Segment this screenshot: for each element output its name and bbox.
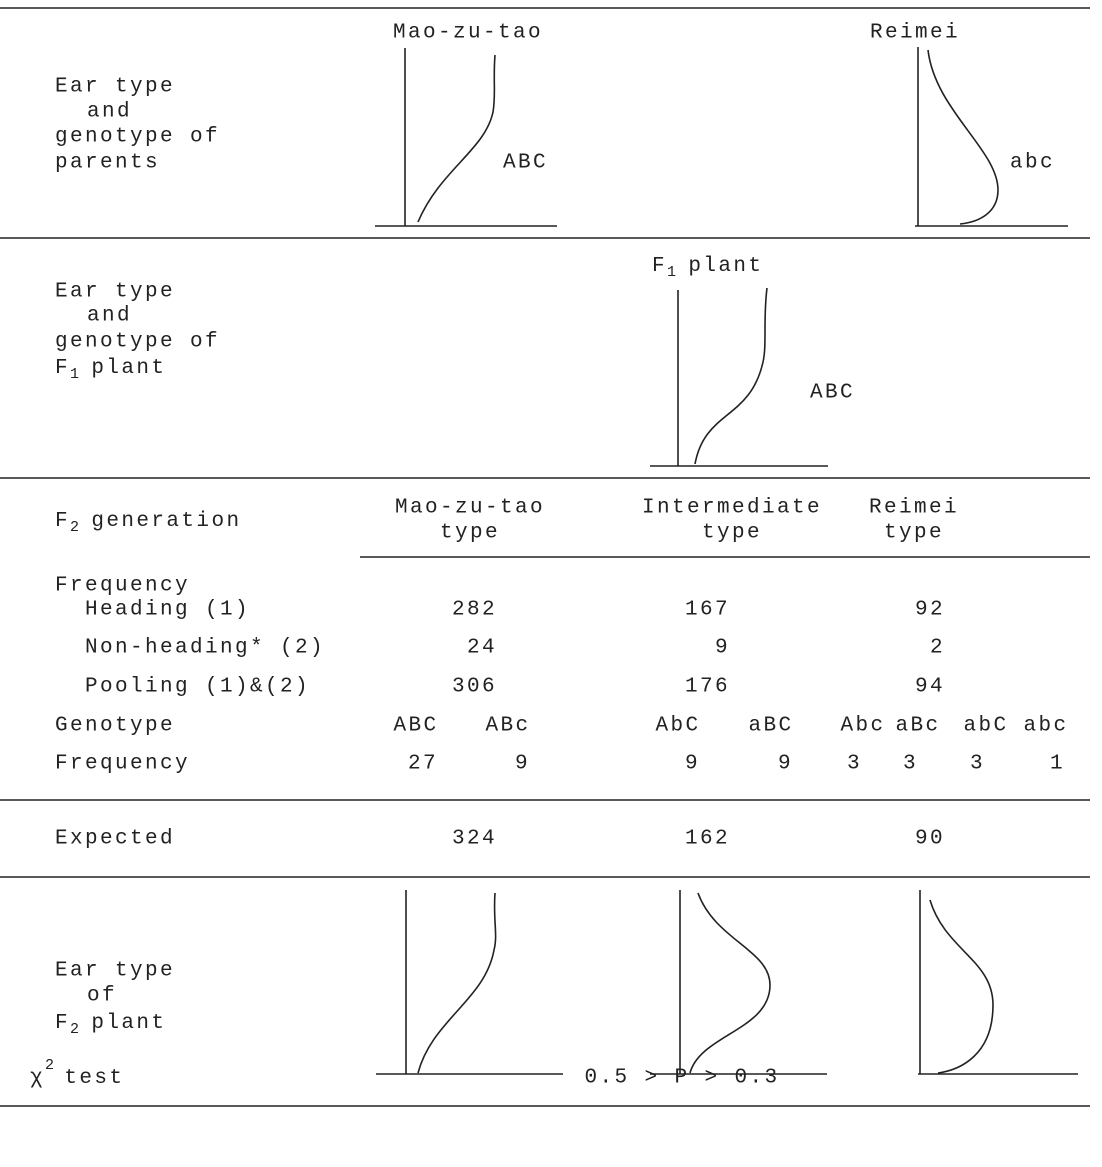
- row-label: F2 generation: [55, 510, 241, 536]
- genotype: abC: [963, 715, 1008, 738]
- cell-value: 27: [408, 753, 438, 776]
- text: χ: [30, 1067, 45, 1090]
- superscript: 2: [45, 1057, 56, 1074]
- column-header: Mao-zu-tao: [395, 497, 545, 520]
- row-label: of: [87, 985, 117, 1008]
- column-header: type: [440, 522, 500, 545]
- row-label: Frequency: [55, 575, 190, 598]
- text: plant: [91, 357, 166, 380]
- genotype: AbC: [655, 715, 700, 738]
- cell-value: 9: [778, 753, 793, 776]
- cell-value: 167: [685, 599, 730, 622]
- subscript: 2: [70, 519, 81, 536]
- text: test: [64, 1067, 124, 1090]
- column-header: type: [884, 522, 944, 545]
- row-label: Frequency: [55, 753, 190, 776]
- column-header: Intermediate: [642, 497, 822, 520]
- genotype: aBc: [895, 715, 940, 738]
- genotype: ABC: [810, 382, 855, 405]
- cell-value: 3: [903, 753, 918, 776]
- ear-sketch: [375, 48, 557, 226]
- cell-value: 162: [685, 828, 730, 851]
- parent-name: Reimei: [870, 22, 960, 45]
- genotype: ABC: [393, 715, 438, 738]
- text: generation: [91, 510, 241, 533]
- ear-sketch: [650, 288, 828, 466]
- cell-value: 9: [515, 753, 530, 776]
- column-header: Reimei: [869, 497, 959, 520]
- row-label: and: [87, 305, 132, 328]
- text: F: [55, 510, 70, 533]
- cell-value: 176: [685, 676, 730, 699]
- ear-sketch: [376, 890, 563, 1074]
- subscript: 1: [667, 264, 678, 281]
- genotype: abc: [1010, 152, 1055, 175]
- cell-value: 94: [915, 676, 945, 699]
- text: plant: [91, 1012, 166, 1035]
- test-result: 0.5 > P > 0.3: [584, 1067, 779, 1090]
- table-page: Mao-zu-tao ABC Reimei abc F1plant F1plan…: [0, 0, 1102, 1167]
- row-label: Non-heading* (2): [85, 637, 325, 660]
- cell-value: 3: [970, 753, 985, 776]
- row-label: Ear type: [55, 76, 175, 99]
- row-label: Pooling (1)&(2): [85, 676, 310, 699]
- genotype: aBC: [748, 715, 793, 738]
- row-label: F2 plant: [55, 1012, 166, 1038]
- cell-value: 92: [915, 599, 945, 622]
- text: plant: [688, 255, 763, 278]
- column-header: type: [702, 522, 762, 545]
- row-label: Heading (1): [85, 599, 250, 622]
- genotype: ABc: [485, 715, 530, 738]
- row-label: Ear type: [55, 960, 175, 983]
- ear-sketch: [650, 890, 827, 1074]
- row-label: F1 plant: [55, 357, 166, 383]
- cell-value: 90: [915, 828, 945, 851]
- genotype: Abc: [840, 715, 885, 738]
- text: F: [652, 255, 667, 278]
- text: F: [55, 1012, 70, 1035]
- cell-value: 9: [715, 637, 730, 660]
- row-label: Expected: [55, 828, 175, 851]
- cell-value: 324: [452, 828, 497, 851]
- genotype: ABC: [503, 152, 548, 175]
- ear-sketch: [918, 890, 1078, 1074]
- cell-value: 3: [847, 753, 862, 776]
- row-label: genotype of: [55, 331, 220, 354]
- row-label: genotype of: [55, 126, 220, 149]
- row-label: Ear type: [55, 281, 175, 304]
- row-label: and: [87, 101, 132, 124]
- row-label: parents: [55, 152, 160, 175]
- text: F: [55, 357, 70, 380]
- cell-value: 282: [452, 599, 497, 622]
- row-label: χ2 test: [30, 1057, 124, 1090]
- subscript: 2: [70, 1021, 81, 1038]
- row-label: Genotype: [55, 715, 175, 738]
- parent-name: Mao-zu-tao: [393, 22, 543, 45]
- cell-value: 2: [930, 637, 945, 660]
- cell-value: 24: [467, 637, 497, 660]
- cell-value: 9: [685, 753, 700, 776]
- cell-value: 306: [452, 676, 497, 699]
- genotype: abc: [1023, 715, 1068, 738]
- subscript: 1: [70, 366, 81, 383]
- ear-sketch: [915, 47, 1068, 226]
- plant-label: F1 plant: [652, 255, 763, 281]
- cell-value: 1: [1050, 753, 1065, 776]
